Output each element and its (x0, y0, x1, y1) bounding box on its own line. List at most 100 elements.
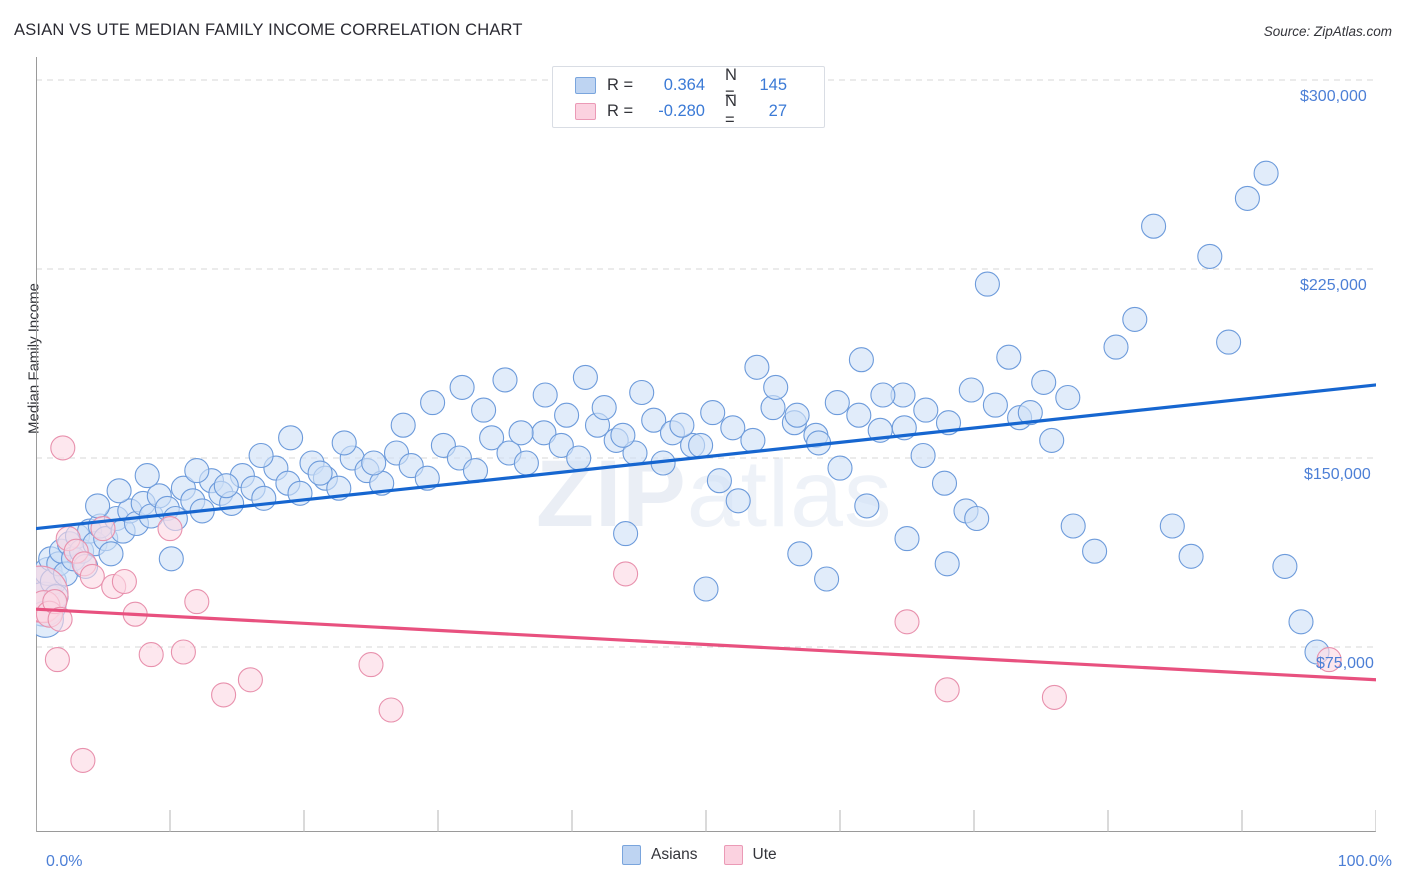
data-point (693, 576, 719, 602)
data-point (700, 400, 726, 426)
data-point (787, 541, 813, 567)
data-point (669, 412, 695, 438)
data-point (854, 493, 880, 519)
data-point (50, 435, 76, 461)
data-point (158, 546, 184, 572)
data-point (554, 402, 580, 428)
data-point (910, 442, 936, 469)
data-point (213, 473, 239, 499)
y-tick-label-2: $150,000 (1304, 466, 1371, 483)
source-attribution: Source: ZipAtlas.com (1263, 24, 1392, 39)
data-point (248, 442, 274, 469)
ute-swatch-icon (575, 102, 596, 120)
data-point (390, 412, 416, 438)
trendline-asians (36, 383, 1376, 531)
data-point (211, 682, 237, 708)
data-point (492, 367, 518, 393)
asians-n-value: 145 (759, 75, 787, 94)
data-point (934, 677, 960, 703)
legend-item-ute[interactable]: Ute (723, 845, 777, 865)
scatter-svg (36, 57, 1376, 832)
data-point (1103, 334, 1129, 360)
trendline-ute (36, 607, 1376, 682)
data-point (1082, 538, 1108, 564)
data-point (1216, 329, 1242, 355)
data-point (1041, 684, 1067, 710)
data-point (591, 395, 617, 421)
data-point (471, 397, 497, 423)
data-point (784, 402, 810, 428)
data-point (106, 478, 132, 504)
data-point (827, 455, 853, 481)
data-point (548, 432, 574, 458)
data-point (70, 747, 96, 773)
data-point (964, 505, 990, 532)
data-point (1017, 400, 1043, 426)
asians-legend-label: Asians (651, 846, 698, 863)
data-point (184, 589, 210, 615)
x-axis-max-label: 100.0% (1337, 853, 1392, 870)
data-point (1197, 243, 1223, 269)
data-point (1039, 427, 1065, 453)
asians-n-key: N = (725, 66, 737, 103)
legend-item-asians[interactable]: Asians (622, 845, 698, 865)
data-point (613, 561, 639, 587)
data-point (138, 642, 164, 668)
data-point (848, 347, 874, 373)
asians-legend-swatch-icon (622, 845, 641, 865)
data-point (744, 354, 770, 380)
data-point (894, 609, 920, 635)
series-ute (36, 435, 1342, 773)
data-point (1055, 384, 1081, 411)
data-point (508, 420, 534, 446)
data-point (479, 425, 505, 451)
data-point (740, 427, 766, 453)
y-tick-label-0: $300,000 (1300, 88, 1367, 105)
data-point (358, 652, 384, 678)
correlation-row-ute: R = -0.280 N = 27 (575, 92, 824, 129)
data-point (629, 379, 655, 406)
data-point (98, 541, 124, 567)
asians-r-value: 0.364 (663, 75, 705, 94)
ute-r-key: R = (607, 101, 634, 120)
data-point (170, 639, 196, 665)
data-point (378, 697, 404, 723)
data-point (688, 432, 714, 458)
data-point (420, 390, 446, 416)
data-point (870, 382, 896, 408)
data-point (1288, 609, 1314, 635)
data-point (307, 460, 333, 486)
data-point (47, 606, 73, 632)
data-point (720, 415, 746, 441)
data-point (44, 647, 70, 673)
data-point (725, 488, 751, 514)
data-point (613, 521, 639, 547)
data-point (361, 450, 387, 476)
data-point (996, 344, 1022, 370)
asians-r-key: R = (607, 75, 634, 94)
data-point (85, 493, 111, 519)
series-asians (36, 160, 1330, 665)
data-point (846, 402, 872, 428)
data-point (237, 667, 263, 693)
correlation-row-asians: R = 0.364 N = 145 (575, 66, 824, 103)
data-point (610, 422, 636, 448)
y-tick-label-1: $225,000 (1300, 277, 1367, 294)
x-axis-min-label: 0.0% (46, 853, 83, 870)
data-point (1060, 513, 1086, 539)
data-point (157, 516, 183, 542)
ute-r-value: -0.280 (658, 101, 705, 120)
data-point (566, 445, 592, 471)
data-point (982, 392, 1008, 418)
data-point (1272, 553, 1298, 579)
data-point (641, 407, 667, 433)
plot-area: ZIPatlas (36, 57, 1376, 832)
data-point (331, 430, 357, 456)
data-point (513, 450, 539, 476)
data-point (1178, 543, 1204, 569)
data-point (79, 563, 105, 589)
ute-n-key: N = (725, 92, 737, 129)
y-tick-label-3: $75,000 (1316, 655, 1374, 672)
data-point (934, 551, 960, 577)
